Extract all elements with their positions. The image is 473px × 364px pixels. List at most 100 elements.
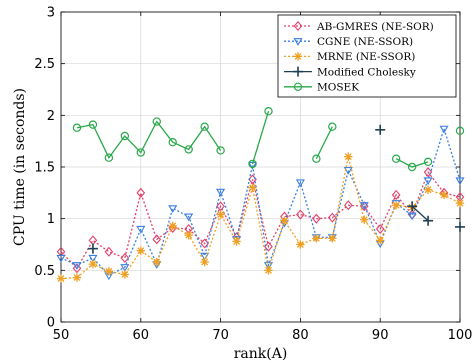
data-point-ab-gmres-ne-sor [104, 246, 114, 257]
data-point-ab-gmres-ne-sor [72, 263, 82, 274]
legend-item-mosek: MOSEK [284, 82, 359, 94]
legend-marker [293, 38, 303, 46]
legend-box [277, 14, 457, 98]
data-point-ab-gmres-ne-sor [423, 167, 433, 178]
data-point-mrne-ne-ssor [248, 183, 257, 192]
data-point-modified-cholesky [407, 201, 418, 212]
data-point-mosek [264, 106, 273, 116]
data-point-mrne-ne-ssor [328, 234, 337, 243]
data-point-cgne-ne-ssor [216, 188, 226, 197]
series-line-mosek [395, 158, 429, 168]
grid [60, 11, 461, 323]
data-point-mrne-ne-ssor [56, 274, 66, 283]
y-axis-label: CPU time (in seconds) [12, 88, 28, 246]
x-axis-label: rank(A) [234, 346, 288, 362]
data-point-cgne-ne-ssor [184, 213, 194, 222]
series-line-mosek [76, 120, 222, 159]
series-mrne-ne-ssor [56, 152, 465, 283]
legend-marker [293, 66, 303, 77]
data-point-mosek [248, 159, 257, 169]
data-point-mosek [391, 154, 401, 163]
legend-label: MRNE (NE-SSOR) [317, 51, 415, 63]
data-point-mosek [168, 137, 177, 147]
data-point-mrne-ne-ssor [360, 215, 369, 224]
data-point-cgne-ne-ssor [423, 177, 433, 186]
data-point-ab-gmres-ne-sor [136, 187, 146, 198]
data-point-mosek [216, 146, 225, 155]
data-point-cgne-ne-ssor [56, 254, 66, 263]
data-point-mrne-ne-ssor [376, 236, 385, 245]
data-point-ab-gmres-ne-sor [312, 213, 321, 224]
data-point-mrne-ne-ssor [423, 185, 433, 194]
data-point-mrne-ne-ssor [152, 257, 161, 267]
data-point-cgne-ne-ssor [455, 177, 465, 186]
legend-label: MOSEK [317, 82, 359, 94]
data-point-cgne-ne-ssor [88, 254, 98, 263]
data-point-ab-gmres-ne-sor [264, 241, 273, 252]
data-point-mrne-ne-ssor [264, 266, 273, 275]
y-tick-label: 3 [47, 6, 55, 21]
data-point-cgne-ne-ssor [407, 212, 417, 221]
legend-item-modified-cholesky: Modified Cholesky [284, 66, 416, 78]
data-point-modified-cholesky [423, 215, 434, 226]
legend-label: AB-GMRES (NE-SOR) [316, 21, 434, 33]
data-point-ab-gmres-ne-sor [375, 223, 385, 235]
data-point-ab-gmres-ne-sor [200, 238, 209, 249]
data-point-mrne-ne-ssor [184, 231, 193, 240]
legend-label: Modified Cholesky [317, 66, 416, 78]
x-tick-label: 60 [133, 328, 150, 343]
data-point-cgne-ne-ssor [343, 167, 353, 175]
data-point-mrne-ne-ssor [296, 240, 305, 249]
data-point-mrne-ne-ssor [168, 221, 177, 231]
data-point-cgne-ne-ssor [295, 179, 305, 188]
data-point-mrne-ne-ssor [104, 267, 114, 276]
data-point-ab-gmres-ne-sor [152, 234, 162, 245]
data-point-cgne-ne-ssor [136, 225, 146, 234]
data-point-modified-cholesky [375, 124, 386, 135]
series-line-mosek [251, 111, 270, 165]
y-tick-label: 1.5 [34, 161, 55, 176]
data-point-mrne-ne-ssor [312, 234, 321, 243]
data-point-mosek [423, 157, 433, 167]
data-point-mrne-ne-ssor [280, 216, 289, 225]
series-line-mosek [315, 126, 333, 160]
data-point-cgne-ne-ssor [263, 262, 274, 270]
data-point-mosek [104, 153, 114, 162]
legend: AB-GMRES (NE-SOR) CGNE (NE-SSOR) MRNE (NE-… [277, 14, 457, 98]
legend-item-ab-gmres-ne-sor: AB-GMRES (NE-SOR) [284, 21, 434, 33]
x-tick-label: 50 [53, 328, 70, 343]
data-point-cgne-ne-ssor [359, 202, 369, 210]
legend-item-mrne-ne-ssor: MRNE (NE-SSOR) [284, 51, 415, 63]
data-point-mrne-ne-ssor [455, 198, 465, 208]
data-point-modified-cholesky [87, 243, 98, 254]
legend-marker [293, 52, 303, 61]
series-line-modified-cholesky [411, 205, 429, 222]
x-tick-label: 100 [448, 328, 473, 343]
data-point-modified-cholesky [455, 221, 465, 232]
legend-marker [293, 20, 303, 32]
axis-ticks: 50 60 70 80 90 100 0 0.5 1 1.5 2 2.5 3 [34, 6, 472, 344]
y-tick-label: 2 [47, 109, 55, 124]
data-point-mosek [455, 126, 465, 136]
series-modified-cholesky [87, 124, 465, 254]
data-point-mosek [120, 131, 130, 141]
data-point-ab-gmres-ne-sor [296, 209, 305, 220]
data-point-ab-gmres-ne-sor [120, 252, 130, 263]
data-point-cgne-ne-ssor [72, 262, 82, 270]
x-tick-label: 70 [212, 328, 229, 343]
legend-label: CGNE (NE-SSOR) [317, 36, 413, 48]
data-point-mosek [328, 122, 337, 131]
data-point-mrne-ne-ssor [72, 273, 82, 282]
data-point-mrne-ne-ssor [216, 210, 225, 219]
data-point-mosek [88, 120, 98, 129]
y-tick-label: 0.5 [34, 264, 55, 279]
data-point-cgne-ne-ssor [439, 125, 449, 134]
series-layer [56, 106, 465, 283]
data-point-mosek [72, 123, 82, 132]
x-tick-label: 90 [372, 328, 389, 343]
data-point-mrne-ne-ssor [136, 246, 145, 255]
data-point-mosek [136, 148, 145, 157]
legend-marker [293, 82, 303, 92]
data-point-ab-gmres-ne-sor [391, 189, 401, 200]
